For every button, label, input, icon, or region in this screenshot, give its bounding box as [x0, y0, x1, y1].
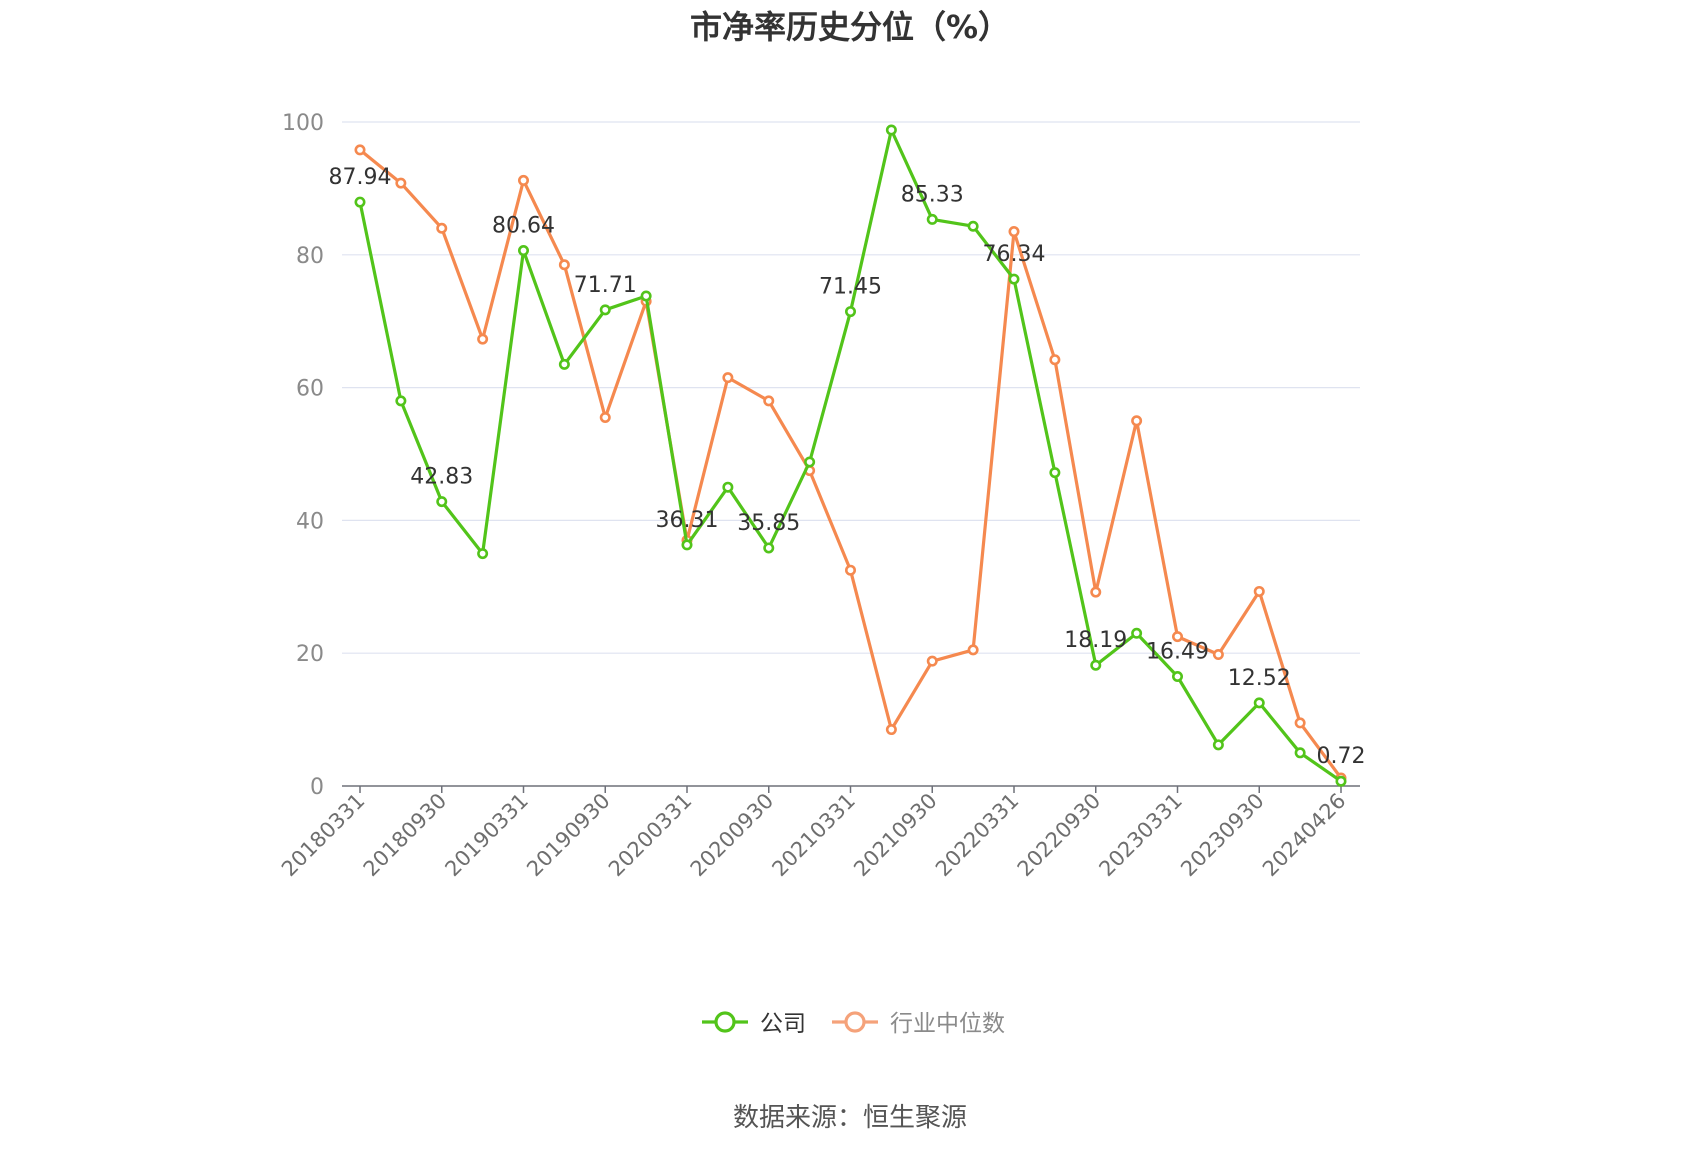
data-point-industry-median[interactable] — [1049, 354, 1061, 366]
data-point-company[interactable] — [1131, 627, 1143, 639]
x-tick-label: 20200331 — [604, 789, 697, 882]
data-point-industry-median[interactable] — [1294, 717, 1306, 729]
y-axis: 0 20 40 60 80 100 — [282, 111, 324, 800]
chart-title: 市净率历史分位（%） — [690, 8, 1010, 46]
data-point-industry-median[interactable] — [558, 259, 570, 271]
data-point-company[interactable] — [844, 306, 856, 318]
x-tick-label: 20220930 — [1013, 789, 1106, 882]
data-point-industry-median[interactable] — [354, 144, 366, 156]
x-tick-label: 20180331 — [277, 789, 370, 882]
data-point-industry-median[interactable] — [1008, 226, 1020, 238]
y-tick-label: 80 — [296, 244, 324, 269]
x-tick-label: 20200930 — [686, 789, 779, 882]
data-label-company: 85.33 — [901, 182, 964, 207]
x-axis: 2018033120180930201903312019093020200331… — [277, 785, 1360, 882]
data-point-industry-median[interactable] — [967, 644, 979, 656]
x-tick-label: 20210930 — [849, 789, 942, 882]
legend-item-company[interactable]: 公司 — [702, 1011, 806, 1037]
data-point-industry-median[interactable] — [1212, 649, 1224, 661]
x-tick-label: 20230930 — [1176, 789, 1269, 882]
legend-item-industry-median[interactable]: 行业中位数 — [832, 1011, 1005, 1037]
x-tick-label: 20240426 — [1258, 789, 1351, 882]
data-point-industry-median[interactable] — [436, 222, 448, 234]
x-tick-label: 20220331 — [931, 789, 1024, 882]
data-point-company[interactable] — [1008, 273, 1020, 285]
data-label-company: 42.83 — [410, 465, 473, 490]
data-point-company[interactable] — [1294, 747, 1306, 759]
x-tick-label: 20190331 — [440, 789, 533, 882]
data-point-company[interactable] — [517, 245, 529, 257]
data-point-company[interactable] — [967, 220, 979, 232]
data-point-industry-median[interactable] — [763, 395, 775, 407]
data-point-industry-median[interactable] — [722, 372, 734, 384]
data-point-company[interactable] — [436, 496, 448, 508]
data-label-company: 71.45 — [819, 275, 882, 300]
data-point-company[interactable] — [1335, 775, 1347, 787]
data-source: 数据来源：恒生聚源 — [733, 1103, 967, 1133]
data-point-company[interactable] — [1049, 467, 1061, 479]
data-label-company: 87.94 — [329, 165, 392, 190]
data-point-company[interactable] — [558, 358, 570, 370]
data-point-company[interactable] — [804, 456, 816, 468]
data-point-company[interactable] — [722, 481, 734, 493]
x-tick-label: 20190930 — [522, 789, 615, 882]
y-tick-label: 0 — [310, 775, 324, 800]
data-point-company[interactable] — [1212, 739, 1224, 751]
legend[interactable]: 公司 行业中位数 — [702, 1011, 1005, 1037]
data-point-industry-median[interactable] — [844, 564, 856, 576]
data-label-company: 80.64 — [492, 214, 555, 239]
legend-company-marker-icon — [714, 1011, 736, 1033]
data-point-industry-median[interactable] — [1172, 631, 1184, 643]
data-point-industry-median[interactable] — [1090, 586, 1102, 598]
data-point-company[interactable] — [763, 542, 775, 554]
data-point-company[interactable] — [1090, 659, 1102, 671]
data-point-industry-median[interactable] — [517, 174, 529, 186]
y-tick-label: 40 — [296, 509, 324, 534]
data-point-company[interactable] — [1253, 697, 1265, 709]
data-point-company[interactable] — [640, 290, 652, 302]
data-point-company[interactable] — [681, 539, 693, 551]
data-point-company[interactable] — [477, 548, 489, 560]
y-tick-label: 100 — [282, 111, 324, 136]
data-point-company[interactable] — [599, 304, 611, 316]
x-tick-label: 20230331 — [1094, 789, 1187, 882]
data-point-company[interactable] — [926, 213, 938, 225]
data-point-company[interactable] — [1172, 671, 1184, 683]
data-label-company: 76.34 — [983, 242, 1046, 267]
data-point-industry-median[interactable] — [1253, 585, 1265, 597]
data-point-industry-median[interactable] — [926, 655, 938, 667]
x-tick-label: 20210331 — [767, 789, 860, 882]
data-point-company[interactable] — [395, 395, 407, 407]
data-point-industry-median[interactable] — [599, 411, 611, 423]
legend-company-label: 公司 — [760, 1011, 806, 1037]
y-tick-label: 20 — [296, 642, 324, 667]
x-tick-label: 20180930 — [359, 789, 452, 882]
legend-industry-median-label: 行业中位数 — [890, 1011, 1005, 1037]
data-point-industry-median[interactable] — [395, 177, 407, 189]
data-point-company[interactable] — [354, 196, 366, 208]
legend-industry-marker-icon — [844, 1011, 866, 1033]
data-point-industry-median[interactable] — [1131, 415, 1143, 427]
series-line-industry-median — [358, 148, 1343, 779]
data-label-company: 16.49 — [1146, 640, 1209, 665]
y-tick-label: 60 — [296, 377, 324, 402]
data-label-company: 12.52 — [1228, 666, 1291, 691]
grid-lines — [342, 121, 1360, 654]
data-label-company: 0.72 — [1317, 744, 1366, 769]
data-label-company: 35.85 — [737, 511, 800, 536]
data-point-industry-median[interactable] — [885, 724, 897, 736]
data-point-industry-median[interactable] — [477, 333, 489, 345]
series-layer — [354, 124, 1347, 787]
data-label-company: 36.31 — [656, 508, 719, 533]
data-label-company: 71.71 — [574, 273, 637, 298]
data-labels: 87.94 42.83 80.64 71.71 36.31 35.85 71.45 85.33… — [329, 165, 1366, 769]
data-label-company: 18.19 — [1064, 628, 1127, 653]
data-point-company[interactable] — [885, 124, 897, 136]
